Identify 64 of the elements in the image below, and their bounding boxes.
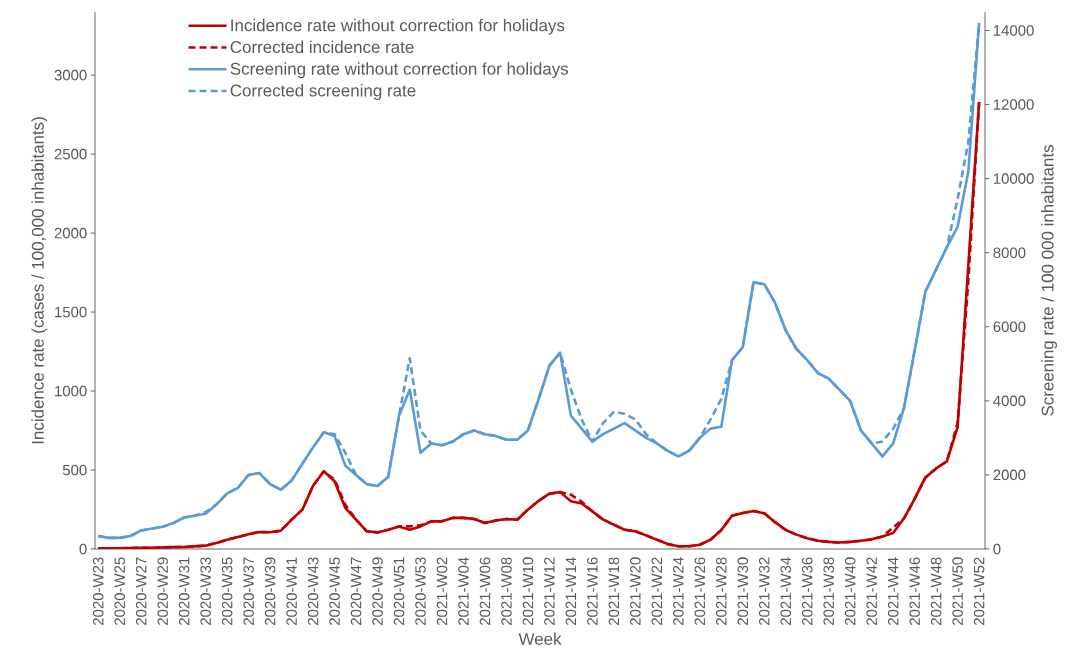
x-tick-label: 2020-W45 [329, 557, 340, 625]
x-tick-label: 2021-W52 [973, 557, 985, 625]
x-tick-label: 2021-W28 [716, 557, 727, 625]
x-tick-label: 2021-W32 [758, 557, 770, 625]
y2-tick-label: 14000 [993, 25, 1034, 36]
x-tick-label: 2020-W37 [243, 557, 254, 625]
y-tick-label: 0 [79, 543, 87, 555]
x-tick-label: 2021-W30 [737, 557, 749, 625]
y2-tick-label: 10000 [993, 173, 1034, 184]
y-tick-label: 2000 [54, 227, 87, 239]
legend-label: Incidence rate without correction for holidays [231, 18, 565, 35]
x-tick-label: 2020-W35 [221, 557, 233, 625]
x-tick-label: 2021-W50 [952, 557, 963, 625]
x-tick-label: 2021-W40 [844, 557, 856, 625]
x-tick-label: 2020-W53 [415, 557, 426, 625]
x-tick-label: 2020-W43 [307, 557, 319, 625]
x-tick-label: 2021-W06 [479, 557, 491, 625]
x-tick-label: 2021-W12 [544, 557, 555, 625]
x-tick-label: 2021-W24 [673, 557, 684, 625]
x-axis-title: Week [518, 632, 562, 645]
x-tick-label: 2021-W34 [780, 557, 792, 625]
x-tick-label: 2020-W41 [286, 557, 297, 625]
x-tick-label: 2021-W22 [651, 557, 663, 625]
y2-axis-title: Screening rate / 100 000 inhabitants [1041, 145, 1057, 416]
legend-label: Corrected screening rate [230, 84, 416, 100]
x-tick-label: 2020-W29 [157, 557, 168, 625]
x-tick-label: 2021-W44 [887, 557, 899, 625]
y-tick-label: 3000 [54, 69, 87, 81]
x-tick-label: 2020-W23 [92, 557, 104, 625]
x-tick-label: 2021-W10 [522, 557, 534, 625]
x-tick-label: 2020-W25 [114, 557, 125, 625]
x-tick-label: 2020-W27 [135, 557, 147, 625]
y2-tick-label: 0 [993, 543, 1001, 555]
y-tick-label: 500 [62, 464, 87, 476]
x-tick-label: 2020-W49 [372, 557, 383, 625]
x-tick-label: 2021-W26 [694, 557, 706, 625]
y-tick-label: 1500 [55, 306, 87, 318]
y-axis-title: Incidence rate (cases / 100,000 inhabitants) [31, 117, 48, 444]
x-tick-label: 2021-W46 [909, 557, 920, 625]
x-tick-label: 2021-W08 [501, 557, 512, 625]
x-tick-label: 2021-W04 [458, 557, 469, 625]
x-tick-label: 2020-W39 [264, 557, 276, 625]
y-tick-label: 1000 [55, 385, 87, 397]
x-tick-label: 2021-W14 [565, 557, 577, 625]
x-tick-label: 2020-W33 [200, 557, 211, 625]
x-tick-label: 2021-W48 [930, 557, 942, 625]
y2-tick-label: 6000 [993, 321, 1026, 333]
x-tick-label: 2021-W38 [823, 557, 834, 625]
y2-tick-label: 12000 [993, 99, 1034, 110]
x-tick-label: 2021-W20 [630, 557, 641, 625]
legend-label: Corrected incidence rate [230, 40, 414, 54]
y2-tick-label: 8000 [993, 247, 1026, 258]
x-tick-label: 2021-W42 [866, 557, 877, 625]
legend-label: Screening rate without correction for holidays [230, 62, 569, 79]
x-tick-label: 2021-W16 [587, 557, 598, 625]
y2-tick-label: 2000 [993, 469, 1026, 481]
x-tick-label: 2020-W31 [178, 557, 190, 625]
x-tick-label: 2021-W18 [608, 557, 620, 625]
x-tick-label: 2020-W47 [350, 557, 362, 625]
x-tick-label: 2020-W51 [393, 557, 405, 625]
x-tick-label: 2021-W36 [801, 557, 813, 625]
x-tick-label: 2021-W02 [436, 557, 448, 625]
y-tick-label: 2500 [54, 148, 87, 160]
y2-tick-label: 4000 [993, 395, 1026, 407]
